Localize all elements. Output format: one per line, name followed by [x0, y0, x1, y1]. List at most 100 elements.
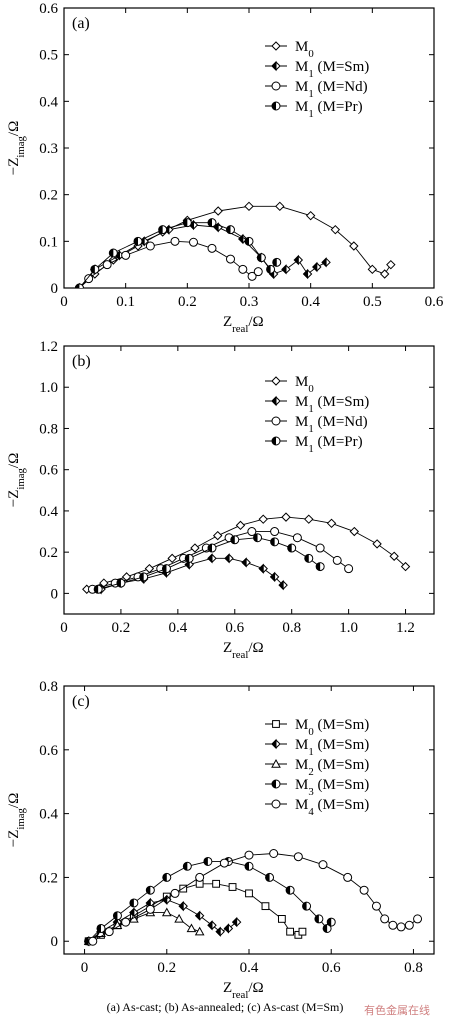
data-point: [379, 269, 390, 279]
y-tick-label: 0.2: [39, 870, 58, 886]
data-point: [213, 206, 223, 216]
y-tick-label: 0.8: [39, 421, 58, 437]
data-point: [247, 271, 257, 281]
x-tick-label: 0: [60, 294, 68, 310]
data-point: [104, 927, 114, 937]
x-tick-label: 1.0: [339, 620, 358, 636]
data-point: [349, 526, 360, 537]
data-point: [272, 257, 282, 267]
x-tick-label: 0.4: [301, 294, 320, 310]
data-point: [74, 283, 84, 288]
legend-marker: [271, 60, 281, 72]
data-point: [112, 920, 123, 929]
y-axis-label: −Zimag/Ω: [6, 121, 27, 176]
data-point: [170, 888, 180, 898]
data-point: [400, 561, 411, 572]
data-point: [244, 201, 254, 212]
data-point: [224, 553, 234, 564]
data-point: [88, 936, 98, 946]
data-point: [315, 562, 325, 572]
y-tick-label: 1.2: [39, 339, 58, 355]
y-tick-label: 0.2: [39, 545, 58, 561]
legend-marker: [271, 41, 281, 51]
x-tick-label: 0.1: [116, 294, 135, 310]
legend-marker: [272, 720, 280, 728]
data-point: [93, 584, 103, 594]
data-point: [212, 530, 223, 541]
data-point: [182, 861, 192, 871]
data-point: [314, 914, 324, 924]
data-point: [269, 571, 280, 583]
data-point: [194, 910, 205, 921]
chart-panel-2: 0 0.2 0.4 0.6 0.8 1.0 1.2 0 0.2 0.4 0.6 0.8 1.0 1.2 Zr…: [6, 339, 435, 661]
data-point: [265, 872, 275, 882]
legend-entry: M1 (M=Nd): [295, 414, 368, 435]
panel-label: (a): [72, 15, 90, 32]
data-point: [158, 225, 168, 235]
y-tick-label: 0.2: [39, 188, 58, 204]
series-line-1: [88, 883, 303, 942]
data-point: [315, 543, 325, 553]
data-point: [302, 901, 312, 911]
data-point: [258, 563, 268, 574]
series-layer: [82, 512, 411, 595]
data-point: [256, 253, 266, 263]
data-point: [261, 902, 270, 911]
y-tick-label: 0.4: [39, 807, 58, 823]
data-point: [253, 533, 263, 543]
data-point: [167, 553, 177, 564]
chart-panel-3: 0 0.2 0.4 0.6 0.8 0 0.2 0.4 0.6 0.8 Zreal/Ω −Zimag/…: [6, 679, 435, 1001]
data-point: [238, 264, 248, 274]
y-tick-label: 0.6: [39, 463, 58, 479]
legend-marker: [271, 799, 281, 809]
data-point: [170, 236, 180, 246]
y-tick-label: 0.4: [39, 504, 58, 520]
data-point: [266, 264, 276, 274]
y-axis-label: −Zimag/Ω: [6, 793, 27, 848]
data-point: [121, 572, 132, 582]
data-point: [270, 537, 280, 547]
data-point: [116, 578, 126, 588]
data-point: [330, 224, 341, 235]
legend-entry: M1 (M=Sm): [295, 737, 369, 758]
data-point: [207, 218, 217, 228]
y-tick-label: 0: [51, 934, 59, 950]
data-point: [326, 518, 337, 528]
x-tick-label: 0.5: [363, 294, 382, 310]
data-point: [388, 920, 398, 930]
data-point: [235, 520, 246, 531]
data-point: [293, 852, 303, 862]
data-point: [162, 872, 172, 882]
x-tick-label: 0.2: [112, 620, 131, 636]
data-point: [145, 241, 155, 251]
y-axis-label: −Zimag/Ω: [6, 453, 27, 508]
data-point: [304, 553, 314, 563]
data-point: [184, 553, 194, 563]
watermark: 有色金属在线: [364, 1004, 430, 1017]
legend-entry: M1 (M=Pr): [295, 99, 363, 120]
data-point: [285, 885, 295, 895]
data-point: [293, 254, 304, 266]
data-point: [241, 557, 251, 568]
data-point: [281, 512, 291, 522]
y-tick-label: 0: [51, 586, 59, 602]
legend-marker: [271, 738, 281, 750]
x-axis-label: Zreal/Ω: [223, 314, 264, 335]
data-point: [108, 248, 118, 258]
legend-entry: M1 (M=Nd): [295, 79, 368, 100]
legend: M0 (M=Sm)M1 (M=Sm)M2 (M=Sm)M3 (M=Sm)M4 (…: [265, 717, 369, 818]
data-point: [231, 916, 242, 928]
data-point: [326, 917, 336, 927]
data-point: [244, 850, 254, 860]
legend-entry: M1 (M=Sm): [295, 394, 369, 415]
data-point: [145, 885, 155, 895]
data-point: [275, 201, 285, 212]
data-point: [121, 917, 131, 927]
x-tick-label: 0: [60, 620, 68, 636]
x-tick-label: 0.6: [225, 620, 244, 636]
data-point: [121, 250, 131, 260]
data-point: [386, 259, 396, 270]
x-tick-label: 1.2: [396, 620, 415, 636]
data-point: [312, 261, 322, 273]
